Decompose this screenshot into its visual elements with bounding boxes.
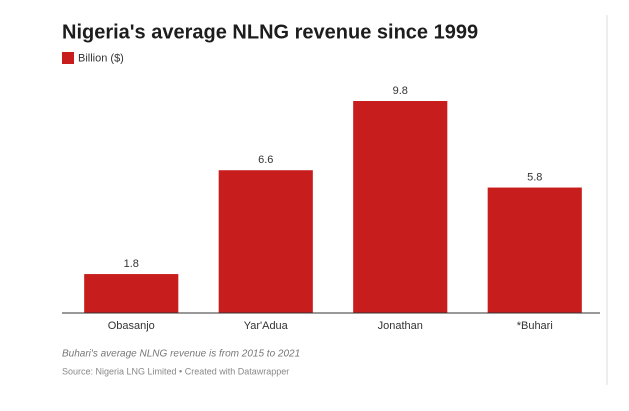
value-label: 5.8 (527, 171, 542, 183)
bar (487, 187, 582, 313)
x-tick-label: Jonathan (378, 320, 423, 332)
x-tick-label: Obasanjo (108, 320, 155, 332)
bar (353, 101, 448, 313)
value-label: 6.6 (258, 154, 273, 166)
value-label: 9.8 (393, 85, 408, 97)
x-tick-label: *Buhari (517, 320, 553, 332)
bar (218, 170, 313, 313)
bar (84, 274, 179, 313)
value-label: 1.8 (124, 258, 139, 270)
chart-note: Buhari's average NLNG revenue is from 20… (62, 349, 300, 360)
chart-source: Source: Nigeria LNG Limited • Created wi… (62, 366, 289, 376)
chart-title: Nigeria's average NLNG revenue since 199… (62, 21, 478, 43)
legend-swatch (62, 52, 74, 64)
legend-label: Billion ($) (78, 52, 124, 64)
x-tick-label: Yar'Adua (244, 320, 289, 332)
